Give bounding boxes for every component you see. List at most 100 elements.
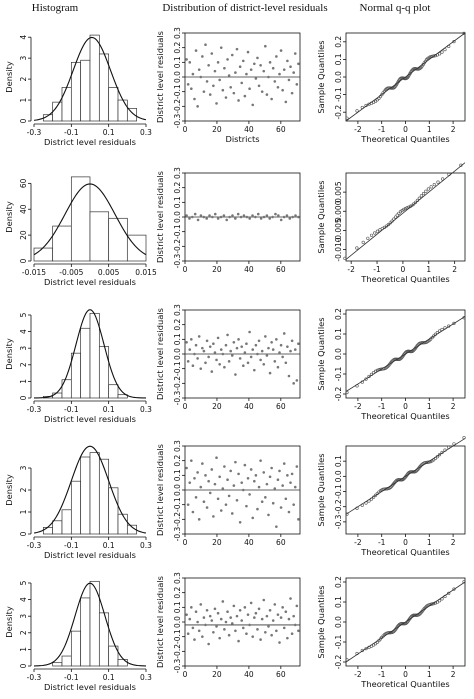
x-axis-title: Theoretical Quantiles [360, 134, 449, 144]
y-tick-label: 4 [19, 35, 28, 40]
residual-point [267, 346, 270, 350]
histogram-bar [108, 217, 128, 262]
residual-point [256, 212, 260, 216]
y-tick-label: -0.1 [173, 84, 182, 99]
x-tick-label: -0.3 [27, 405, 42, 414]
histogram-panel-row2: -0.015 -0.005 0.005 0.015 0 20 40 60 District le… [4, 176, 157, 287]
x-tick-label: -1 [378, 538, 386, 547]
x-tick-label: 0 [403, 670, 408, 679]
normal-density-curve [33, 183, 147, 256]
x-tick-label: -1 [373, 265, 381, 274]
histogram-bar [80, 456, 91, 535]
y-tick-label: 0.1 [173, 56, 182, 68]
residual-point [226, 58, 229, 61]
residual-point [251, 103, 255, 107]
residual-point [194, 343, 198, 347]
x-tick-label: -2 [354, 670, 362, 679]
residual-point [194, 610, 198, 614]
residual-point [292, 71, 295, 74]
qq-point [443, 48, 447, 52]
residuals-panel-row5: 0 20 40 60 -0.3-0.2-0.10.0 0.1 0.2 0.3 District … [155, 572, 301, 679]
residual-point [234, 460, 237, 464]
x-axis-title: District level residuals [44, 550, 136, 560]
y-tick-label: -0.3 [173, 253, 182, 268]
y-tick-label: -0.1 [173, 629, 182, 644]
residual-point [224, 96, 228, 99]
residual-point [284, 497, 288, 501]
residual-point [197, 629, 201, 633]
qq-panel-row5: -2 -1 0 1 2 -0.2 -0.1 0.0 0.1 0.2 Theoretical Quan… [316, 576, 466, 689]
residual-point [205, 608, 209, 612]
residual-point [224, 343, 228, 347]
residual-point [237, 472, 240, 476]
qq-point [361, 240, 365, 244]
residual-point [284, 361, 288, 365]
qq-point [432, 54, 436, 58]
residual-point [199, 214, 203, 217]
residual-point [215, 358, 218, 362]
residual-point [241, 488, 245, 492]
qq-panel-row1: -2 -1 0 1 2 -0.2 -0.1 0.0 0.1 0.2 Theoretical Quan… [316, 31, 466, 144]
y-tick-label: -0.2 [334, 499, 343, 514]
residual-point [268, 371, 272, 375]
histogram-bar [108, 487, 119, 535]
residual-point [185, 613, 188, 616]
y-tick-label: -0.2 [173, 376, 182, 391]
qq-point [436, 180, 440, 184]
residual-point [230, 512, 234, 515]
y-tick-label: 0.3 [173, 440, 182, 452]
histogram-bar [61, 509, 72, 535]
residual-point [278, 641, 281, 644]
residual-point [229, 85, 232, 89]
y-tick-label: 0.2 [334, 36, 343, 48]
residual-point [253, 616, 256, 619]
x-tick-label: 0 [183, 670, 188, 679]
residual-point [202, 90, 206, 93]
residual-point [213, 212, 217, 216]
residual-point [278, 469, 281, 473]
residual-point [265, 214, 269, 217]
residual-point [290, 632, 294, 636]
y-tick-label: -0.3 [173, 658, 182, 673]
histogram-bar [117, 394, 128, 399]
residual-point [245, 632, 248, 636]
x-tick-label: 2 [451, 538, 456, 547]
residual-point [251, 214, 254, 217]
histogram-bar [126, 108, 138, 122]
x-tick-label: 0.005 [98, 268, 120, 277]
y-tick-label: 0.1 [334, 53, 343, 65]
y-tick-label: -0.2 [173, 99, 182, 114]
residual-point [259, 638, 262, 641]
qq-panel-row3: -2 -1 0 1 2 -0.2 -0.1 0.0 0.1 0.2 Theoretical Quan… [316, 308, 466, 421]
histogram-bar [70, 352, 82, 399]
residual-point [208, 345, 212, 348]
residual-point [210, 619, 214, 622]
residual-point [240, 481, 244, 484]
y-tick-label: 3 [19, 346, 28, 351]
y-tick-label: 0.1 [173, 469, 182, 481]
qq-point [402, 207, 406, 212]
residual-point [289, 597, 292, 600]
qq-point [375, 229, 380, 233]
residual-point [270, 340, 273, 344]
qq-point [426, 187, 430, 191]
residual-point [194, 496, 198, 499]
qq-point [437, 52, 442, 56]
residual-point [199, 75, 203, 79]
residual-point [245, 215, 249, 219]
x-tick-label: 40 [244, 670, 254, 679]
residual-point [254, 343, 258, 347]
residual-point [286, 636, 289, 640]
histogram-bar [52, 392, 63, 399]
qq-point [421, 341, 425, 345]
residual-point [260, 617, 264, 621]
x-tick-label: -0.1 [64, 128, 79, 137]
y-tick-label: -0.2 [173, 512, 182, 527]
y-tick-label: 1 [19, 379, 28, 384]
qq-point [355, 246, 359, 250]
residual-point [288, 217, 292, 220]
residual-point [202, 349, 206, 353]
residual-point [251, 635, 255, 638]
residual-point [234, 373, 237, 376]
